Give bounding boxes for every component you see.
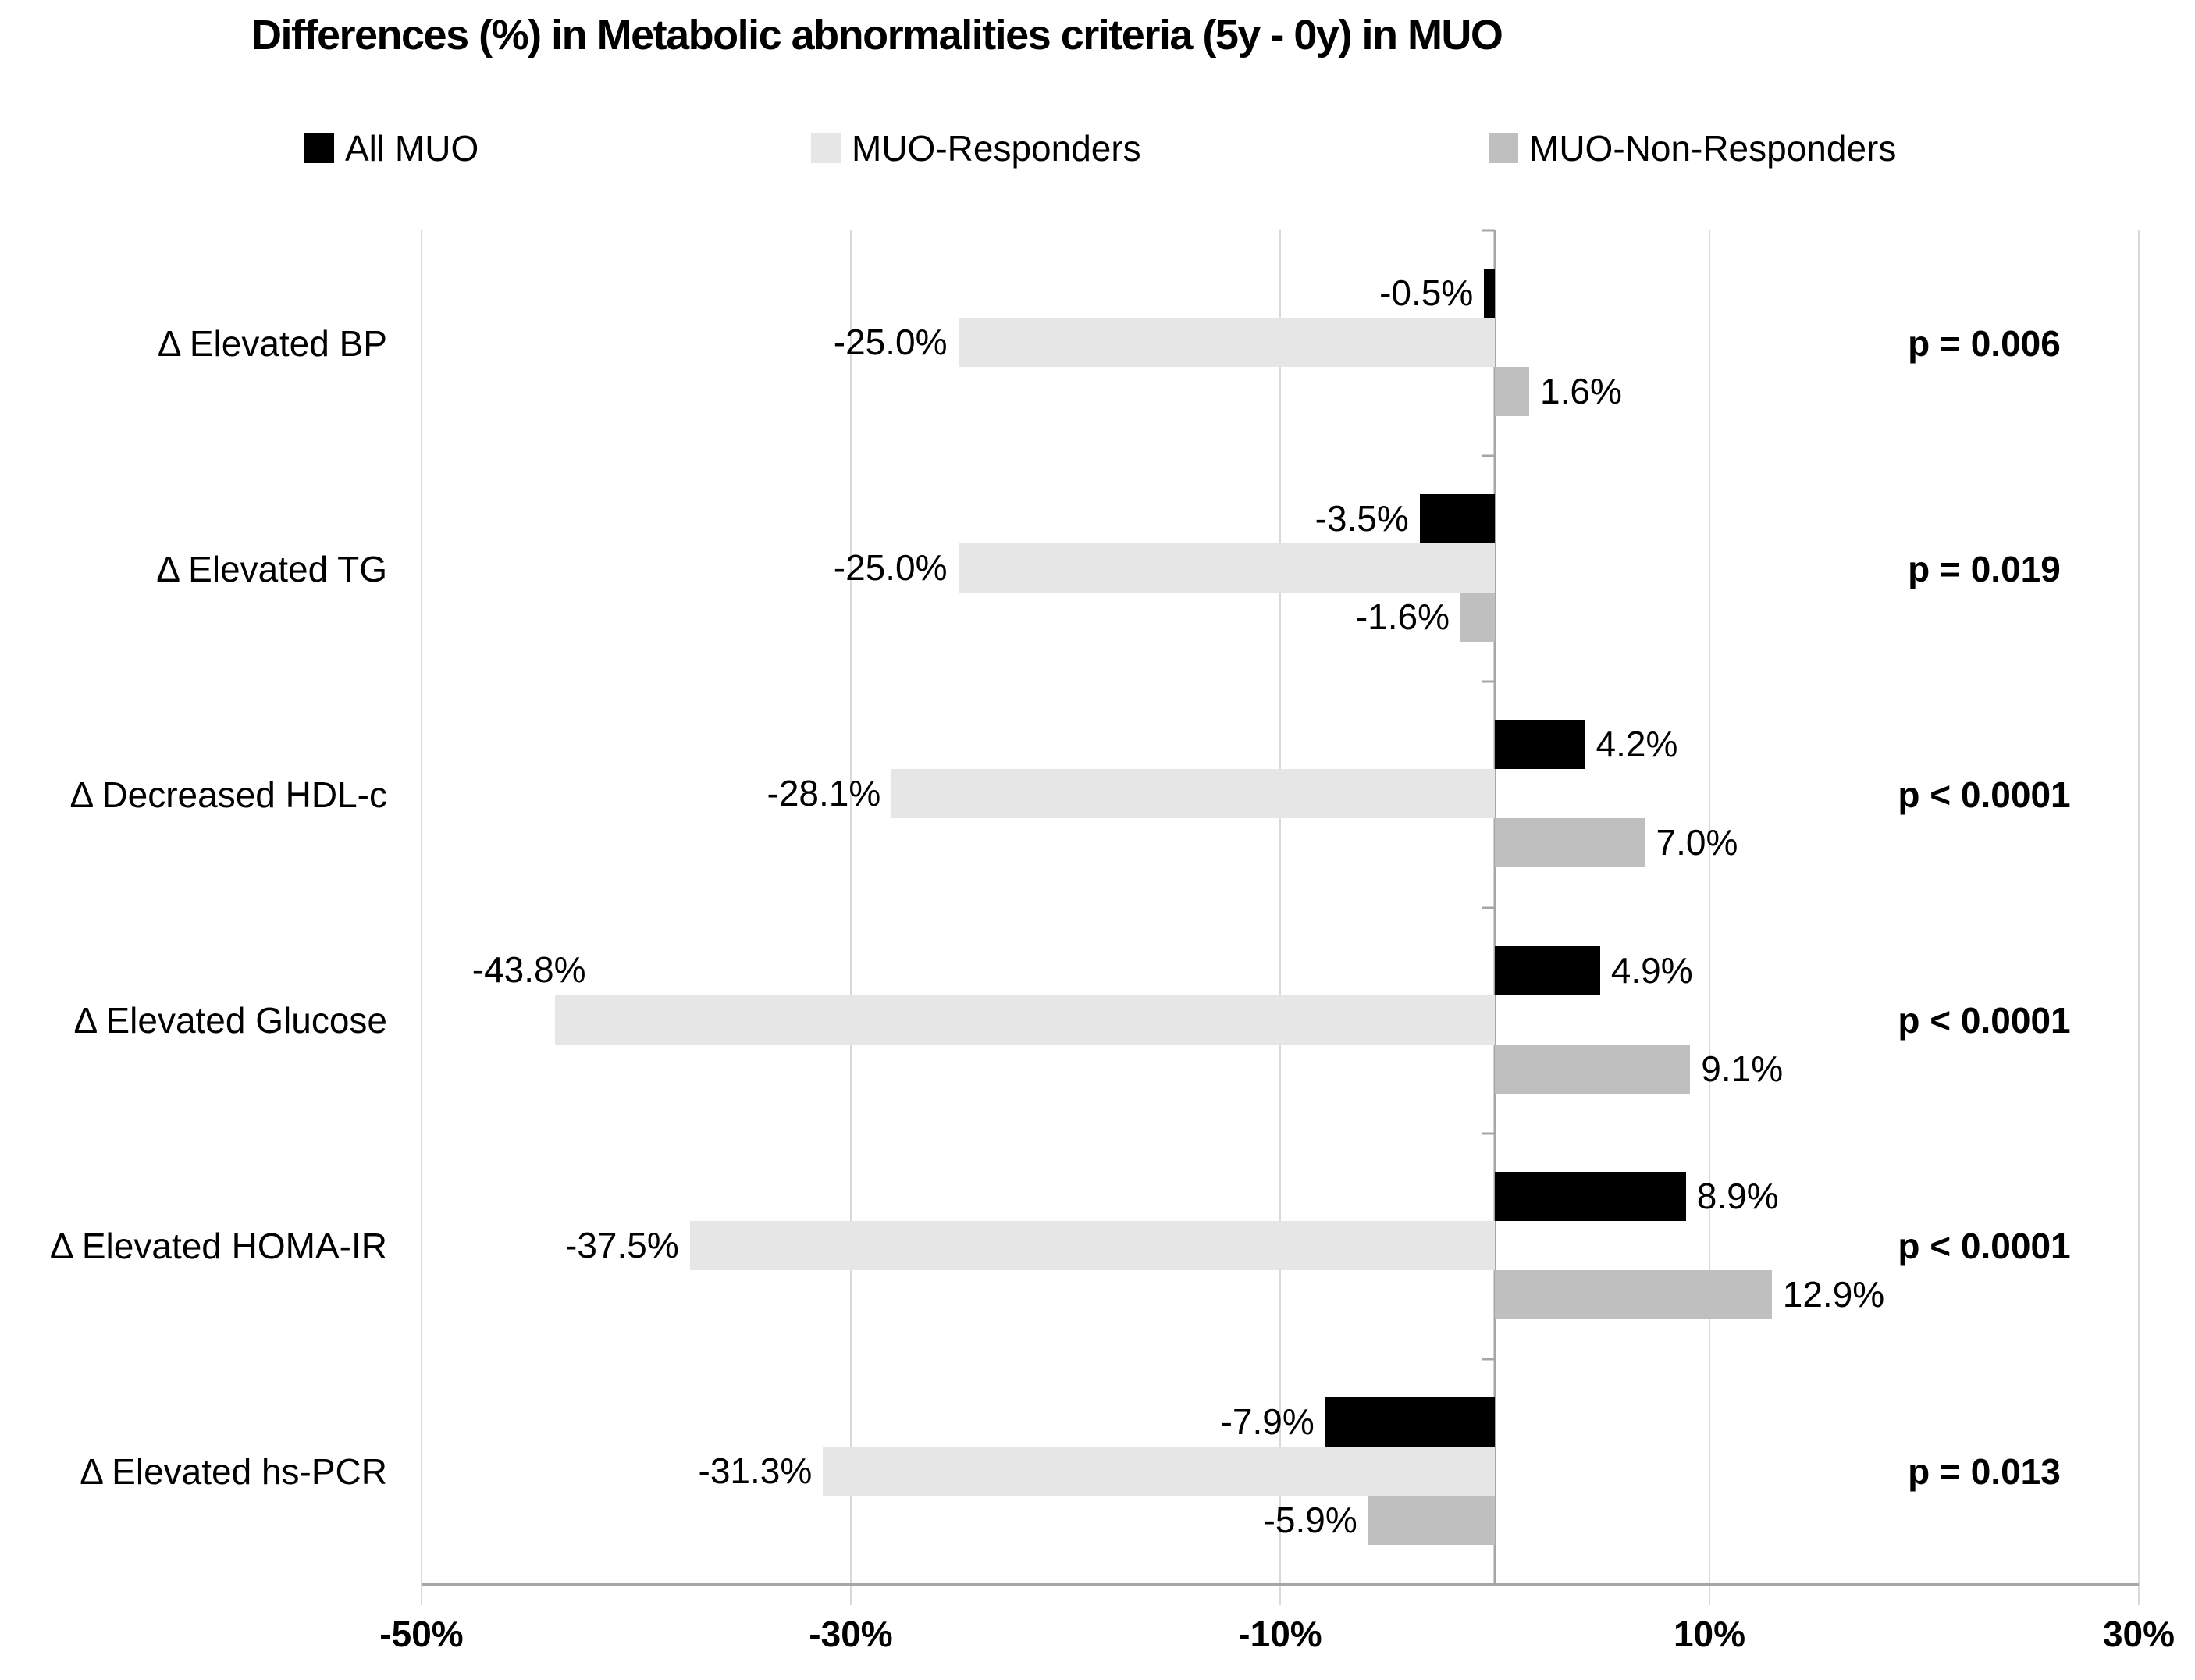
bar-muo-non-responders <box>1495 1044 1691 1094</box>
category-boundary-tick <box>1482 680 1495 683</box>
bar-all-muo <box>1495 1171 1686 1221</box>
bar-muo-non-responders <box>1495 818 1645 868</box>
p-value-label: p < 0.0001 <box>1898 774 2071 815</box>
bar-value-label: -3.5% <box>1315 498 1409 539</box>
zero-axis-line <box>1493 230 1496 1585</box>
category-label: Δ Elevated BP <box>157 322 387 364</box>
x-tick-label: 10% <box>1673 1614 1746 1654</box>
axis-tick <box>2138 1585 2140 1605</box>
bar-value-label: -37.5% <box>565 1224 679 1265</box>
gridline <box>850 230 852 1585</box>
p-value-label: p = 0.019 <box>1908 548 2061 589</box>
category-label: Δ Elevated TG <box>156 548 387 589</box>
bar-all-muo <box>1419 494 1495 544</box>
bar-value-label: -31.3% <box>698 1450 813 1491</box>
bar-value-label: 4.9% <box>1610 949 1693 991</box>
category-row: -7.9% -31.3% -5.9% p = 0.013 <box>422 1359 2139 1585</box>
x-tick-label: -30% <box>809 1614 893 1654</box>
gridline <box>1279 230 1281 1585</box>
bar-value-label: 1.6% <box>1540 371 1622 411</box>
chart-legend: All MUO MUO-Responders MUO-Non-Responders <box>0 123 2195 173</box>
bar-value-label: 7.0% <box>1656 822 1738 863</box>
bar-muo-responders <box>554 995 1495 1045</box>
x-axis-line <box>422 1583 2139 1586</box>
legend-item: All MUO <box>304 123 478 173</box>
legend-label: All MUO <box>345 128 479 169</box>
bar-value-label: -43.8% <box>471 949 586 990</box>
category-label: Δ Elevated Glucose <box>73 1000 387 1041</box>
legend-label: MUO-Non-Responders <box>1529 128 1897 169</box>
bar-muo-responders <box>823 1446 1495 1496</box>
bar-value-label: 4.2% <box>1596 724 1678 765</box>
gridline <box>421 230 422 1585</box>
bar-muo-responders <box>891 769 1495 819</box>
p-value-label: p = 0.013 <box>1908 1451 2061 1493</box>
bar-all-muo <box>1495 720 1585 770</box>
bar-value-label: -28.1% <box>767 773 881 814</box>
bar-muo-non-responders <box>1368 1495 1495 1545</box>
bar-value-label: -5.9% <box>1263 1499 1357 1540</box>
p-value-label: p < 0.0001 <box>1898 1226 2071 1267</box>
category-boundary-tick <box>1482 1132 1495 1135</box>
category-row: -3.5% -25.0% -1.6% p = 0.019 <box>422 456 2139 682</box>
plot-area: -0.5% -25.0% 1.6% p = 0.006 -3.5% -25.0% -1.6%… <box>421 229 2140 1605</box>
bar-muo-responders <box>689 1220 1495 1270</box>
bar-all-muo <box>1325 1397 1495 1447</box>
axis-tick <box>421 1585 422 1605</box>
p-value-label: p < 0.0001 <box>1898 1000 2071 1041</box>
legend-swatch-black <box>304 133 334 163</box>
category-row: 4.2% -28.1% 7.0% p < 0.0001 <box>422 682 2139 907</box>
x-tick-label: -10% <box>1238 1614 1322 1654</box>
x-tick-label: 30% <box>2102 1614 2175 1654</box>
category-boundary-tick <box>1482 906 1495 909</box>
category-row: 8.9% -37.5% 12.9% p < 0.0001 <box>422 1134 2139 1359</box>
gridline <box>1709 230 1710 1585</box>
legend-item: MUO-Non-Responders <box>1489 123 1896 173</box>
category-label: Δ Elevated HOMA-IR <box>49 1226 387 1267</box>
bar-value-label: -1.6% <box>1355 596 1450 638</box>
bar-muo-non-responders <box>1495 1269 1772 1319</box>
category-label: Δ Decreased HDL-c <box>69 774 387 815</box>
category-row: 4.9% -43.8% 9.1% p < 0.0001 <box>422 908 2139 1134</box>
bar-value-label: 12.9% <box>1782 1273 1885 1315</box>
legend-item: MUO-Responders <box>811 123 1141 173</box>
bar-muo-responders <box>958 318 1495 367</box>
bar-value-label: -0.5% <box>1379 272 1474 313</box>
p-value-label: p = 0.006 <box>1908 322 2061 364</box>
bar-all-muo <box>1484 269 1495 318</box>
axis-tick <box>1279 1585 1281 1605</box>
category-row: -0.5% -25.0% 1.6% p = 0.006 <box>422 230 2139 456</box>
bar-value-label: -7.9% <box>1220 1401 1315 1442</box>
bar-muo-non-responders <box>1495 367 1529 416</box>
bar-muo-responders <box>958 543 1495 593</box>
category-boundary-tick <box>1482 229 1495 232</box>
bar-value-label: -25.0% <box>833 547 948 589</box>
chart-title: Differences (%) in Metabolic abnormaliti… <box>251 12 1503 59</box>
category-label: Δ Elevated hs-PCR <box>80 1451 387 1493</box>
category-axis-labels: Δ Elevated BP Δ Elevated TG Δ Decreased HD… <box>0 230 387 1585</box>
axis-tick <box>850 1585 852 1605</box>
x-tick-label: -50% <box>379 1614 464 1654</box>
x-axis-tick-labels: -50% -30% -10% 10% 30% <box>379 1613 2175 1668</box>
bar-muo-non-responders <box>1460 593 1495 642</box>
bar-value-label: 9.1% <box>1701 1048 1784 1089</box>
category-boundary-tick <box>1482 1358 1495 1361</box>
bar-value-label: -25.0% <box>833 322 948 362</box>
legend-label: MUO-Responders <box>852 128 1141 169</box>
legend-swatch-gray <box>1489 133 1518 163</box>
axis-tick <box>1709 1585 1710 1605</box>
gridline <box>2138 230 2140 1585</box>
legend-swatch-light-gray <box>811 133 841 163</box>
category-boundary-tick <box>1482 454 1495 457</box>
bar-value-label: 8.9% <box>1696 1175 1779 1216</box>
bar-all-muo <box>1495 945 1600 995</box>
